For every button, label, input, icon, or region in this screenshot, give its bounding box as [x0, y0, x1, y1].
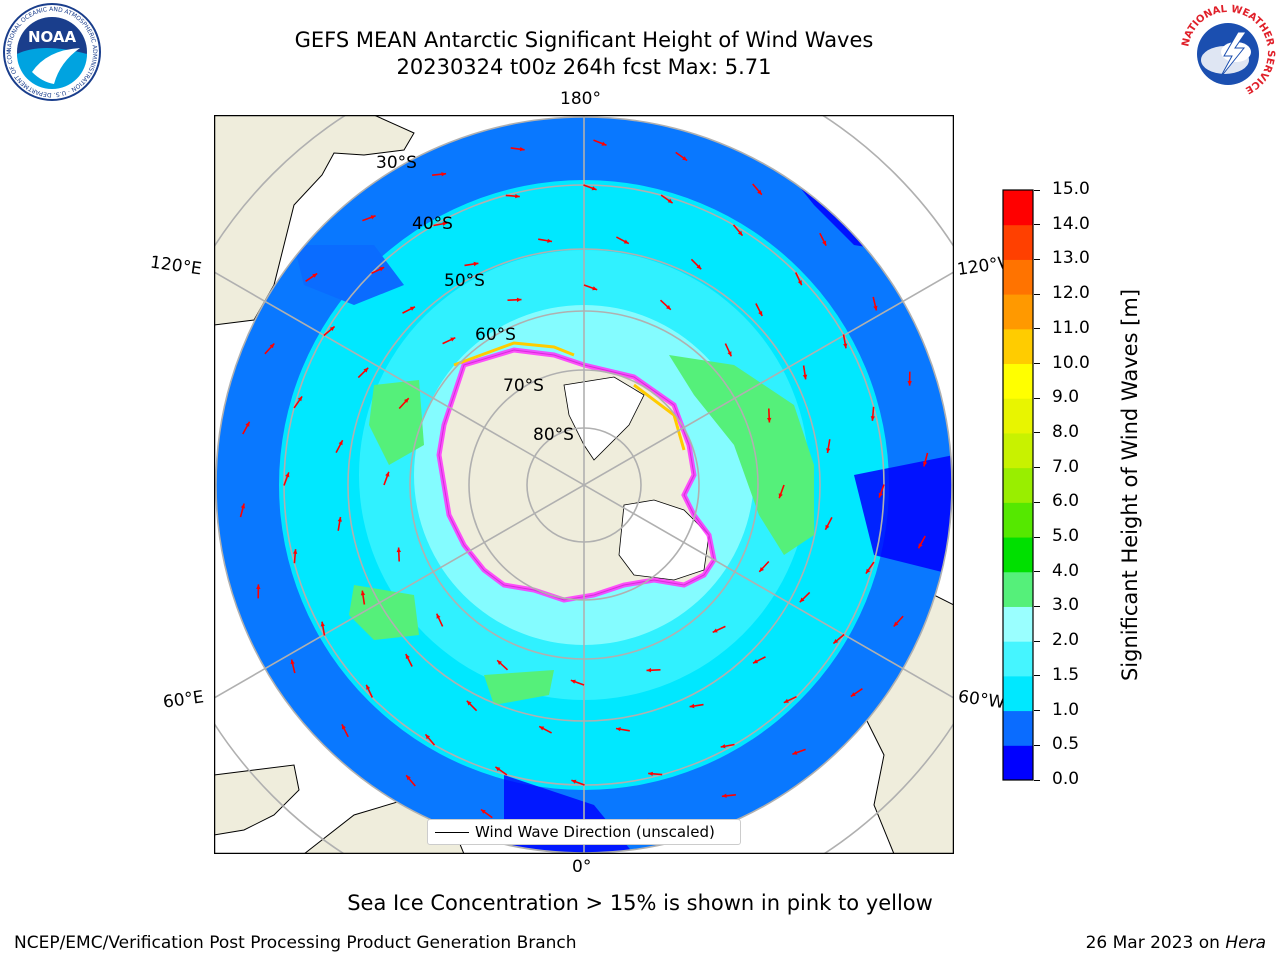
- colorbar-tick-label: 8.0: [1052, 422, 1079, 442]
- colorbar-segment: [1003, 745, 1033, 780]
- polar-map: [214, 115, 954, 854]
- lon-label-60e: 60°E: [162, 687, 205, 712]
- colorbar-segment: [1003, 641, 1033, 676]
- colorbar-segment: [1003, 364, 1033, 399]
- lon-label-120e: 120°E: [149, 252, 203, 279]
- lat-label-40s: 40°S: [412, 214, 453, 234]
- colorbar-tick-label: 0.0: [1052, 769, 1079, 789]
- colorbar-segment: [1003, 711, 1033, 746]
- colorbar-segment: [1003, 537, 1033, 572]
- noaa-wordmark: NOAA: [28, 28, 77, 46]
- colorbar-segment: [1003, 502, 1033, 537]
- colorbar-tick-mark: [1034, 710, 1040, 711]
- colorbar-tick-label: 15.0: [1052, 179, 1090, 199]
- colorbar-segment: [1003, 329, 1033, 364]
- colorbar-tick-mark: [1034, 780, 1040, 781]
- legend-line: [435, 832, 469, 833]
- colorbar-tick-mark: [1034, 606, 1040, 607]
- colorbar-tick-label: 10.0: [1052, 353, 1090, 373]
- lat-label-50s: 50°S: [444, 271, 485, 291]
- colorbar-tick-mark: [1034, 190, 1040, 191]
- legend-label: Wind Wave Direction (unscaled): [475, 823, 715, 841]
- colorbar-tick-mark: [1034, 224, 1040, 225]
- colorbar-label: Significant Height of Wind Waves [m]: [1117, 190, 1143, 780]
- footer-date: 26 Mar 2023 on Hera: [1086, 933, 1266, 953]
- footer-credit: NCEP/EMC/Verification Post Processing Pr…: [14, 933, 577, 953]
- colorbar-tick-label: 2.0: [1052, 630, 1079, 650]
- chart-subtitle: 20230324 t00z 264h fcst Max: 5.71: [0, 54, 1168, 80]
- colorbar-tick-label: 13.0: [1052, 248, 1090, 268]
- colorbar-segment: [1003, 676, 1033, 711]
- nws-logo: NATIONAL WEATHER SERVICE: [1178, 2, 1278, 102]
- colorbar-tick-mark: [1034, 363, 1040, 364]
- colorbar-tick-mark: [1034, 467, 1040, 468]
- footer-date-text: 26 Mar 2023 on: [1086, 933, 1226, 953]
- colorbar-tick-label: 11.0: [1052, 318, 1090, 338]
- colorbar-tick-mark: [1034, 502, 1040, 503]
- noaa-logo: NATIONAL OCEANIC AND ATMOSPHERIC ADMINIS…: [2, 2, 102, 102]
- colorbar-tick-mark: [1034, 328, 1040, 329]
- sea-ice-note: Sea Ice Concentration > 15% is shown in …: [0, 891, 1280, 915]
- lat-label-80s: 80°S: [533, 425, 574, 445]
- colorbar-tick-mark: [1034, 432, 1040, 433]
- colorbar: [1002, 189, 1034, 781]
- colorbar-tick-label: 9.0: [1052, 387, 1079, 407]
- lat-label-70s: 70°S: [503, 376, 544, 396]
- footer-host: Hera: [1225, 933, 1266, 953]
- lon-label-0: 0°: [572, 857, 591, 877]
- colorbar-tick-label: 1.0: [1052, 700, 1079, 720]
- colorbar-segment: [1003, 433, 1033, 468]
- map-legend: Wind Wave Direction (unscaled): [427, 819, 741, 845]
- colorbar-tick-mark: [1034, 537, 1040, 538]
- land-africa: [214, 765, 299, 835]
- colorbar-tick-label: 3.0: [1052, 595, 1079, 615]
- lat-label-30s: 30°S: [376, 153, 417, 173]
- colorbar-label-box: Significant Height of Wind Waves [m]: [1100, 190, 1160, 780]
- colorbar-tick-label: 0.5: [1052, 734, 1079, 754]
- colorbar-tick-label: 4.0: [1052, 561, 1079, 581]
- colorbar-tick-label: 1.5: [1052, 665, 1079, 685]
- colorbar-segment: [1003, 225, 1033, 260]
- colorbar-tick-label: 6.0: [1052, 491, 1079, 511]
- colorbar-tick-mark: [1034, 294, 1040, 295]
- colorbar-tick-mark: [1034, 675, 1040, 676]
- colorbar-tick-mark: [1034, 571, 1040, 572]
- colorbar-tick-mark: [1034, 398, 1040, 399]
- colorbar-segment: [1003, 572, 1033, 607]
- colorbar-tick-label: 12.0: [1052, 283, 1090, 303]
- colorbar-tick-mark: [1034, 641, 1040, 642]
- colorbar-tick-mark: [1034, 259, 1040, 260]
- colorbar-segment: [1003, 398, 1033, 433]
- lat-label-60s: 60°S: [475, 325, 516, 345]
- colorbar-segment: [1003, 190, 1033, 225]
- chart-title: GEFS MEAN Antarctic Significant Height o…: [0, 27, 1168, 53]
- colorbar-segment: [1003, 259, 1033, 294]
- colorbar-segment: [1003, 294, 1033, 329]
- lon-label-180: 180°: [560, 89, 601, 109]
- colorbar-tick-label: 14.0: [1052, 214, 1090, 234]
- colorbar-segment: [1003, 606, 1033, 641]
- colorbar-segment: [1003, 468, 1033, 503]
- colorbar-tick-mark: [1034, 745, 1040, 746]
- colorbar-tick-label: 7.0: [1052, 457, 1079, 477]
- lon-label-60w: 60°W: [957, 687, 1006, 713]
- colorbar-tick-label: 5.0: [1052, 526, 1079, 546]
